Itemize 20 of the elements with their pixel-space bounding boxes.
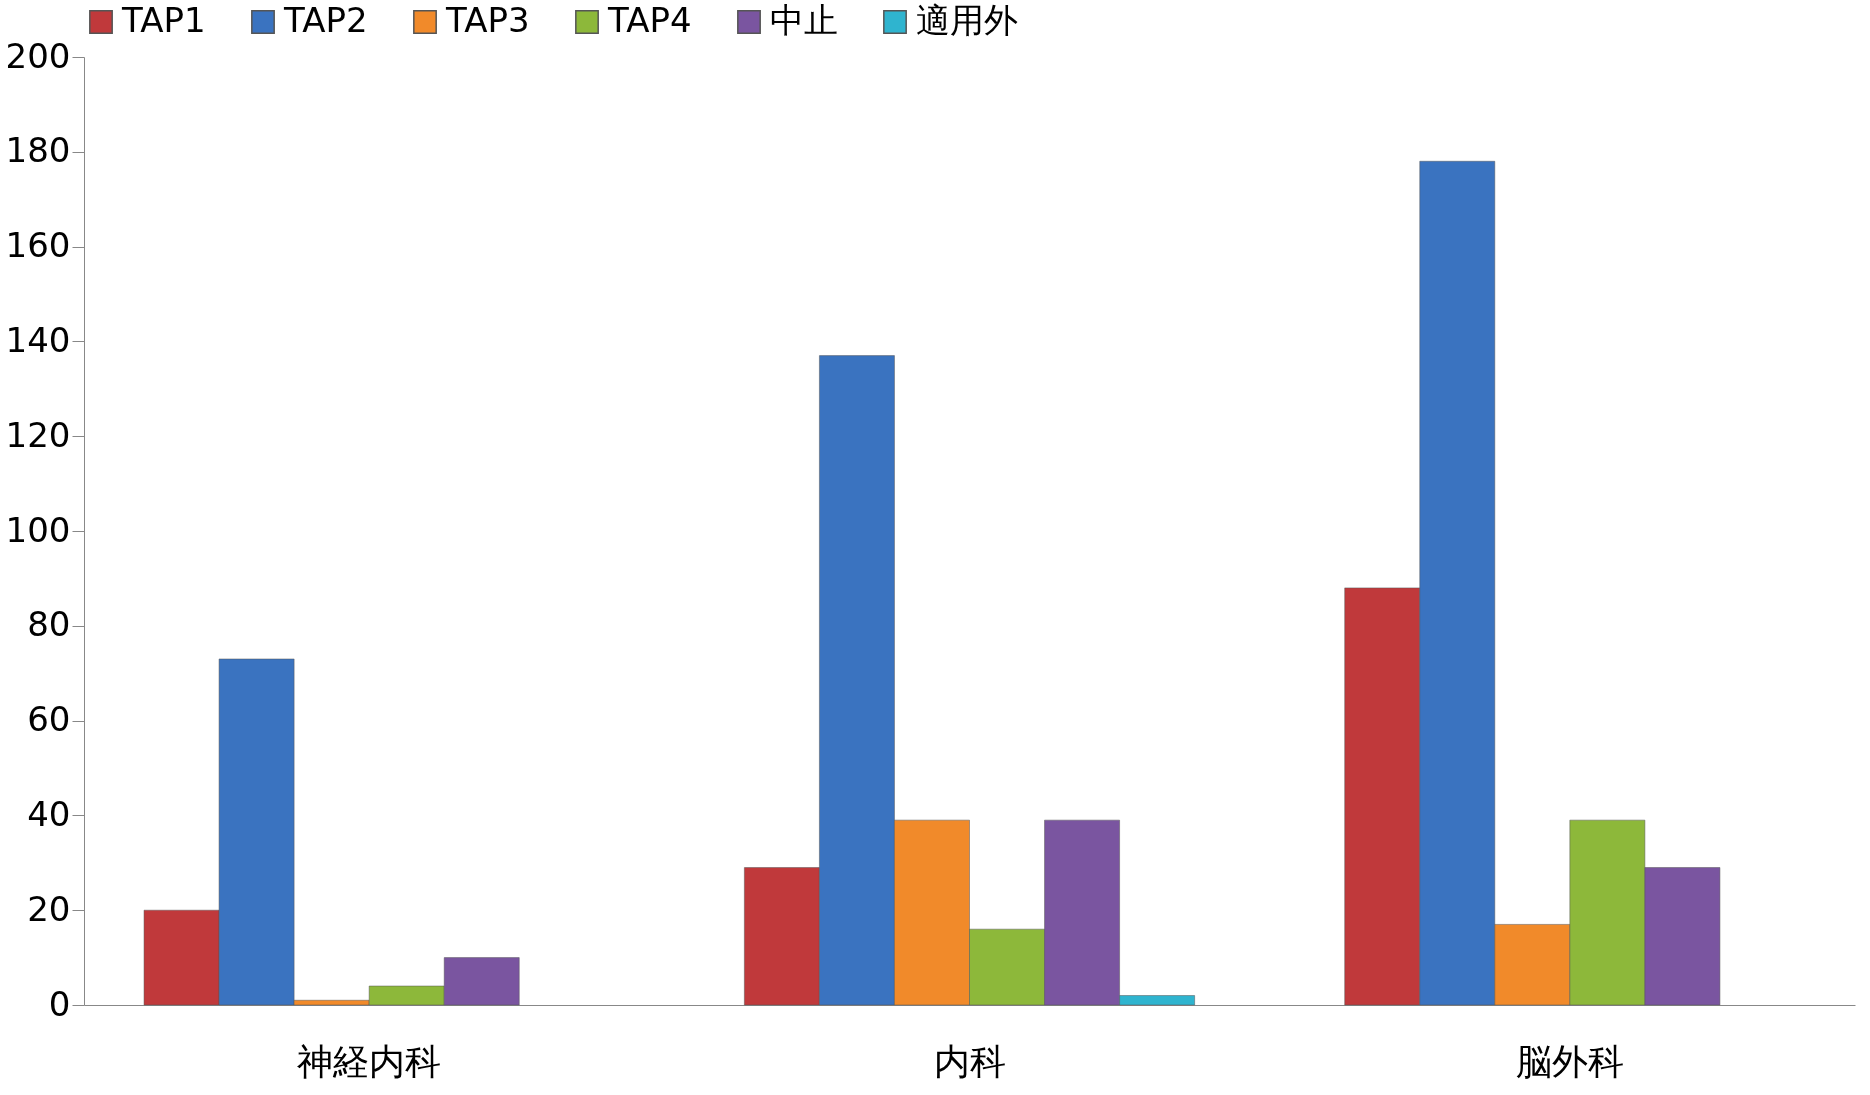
y-tick-label: 200 [5, 35, 71, 76]
x-tick-label: 内科 [933, 1040, 1006, 1082]
y-tick-label: 40 [27, 793, 71, 834]
x-tick-label: 脳外科 [1515, 1040, 1624, 1082]
y-tick-label: 80 [27, 604, 71, 645]
y-tick-label: 140 [5, 319, 71, 360]
y-tick-label: 160 [5, 225, 71, 266]
x-tick-label: 神経内科 [297, 1040, 442, 1082]
y-tick-label: 180 [5, 130, 71, 171]
legend-label: 中止 [770, 0, 838, 40]
y-tick-label: 60 [27, 699, 71, 740]
y-tick-label: 0 [48, 983, 71, 1024]
legend-label: TAP1 [121, 0, 206, 40]
legend-label: 適用外 [916, 0, 1018, 40]
legend-label: TAP4 [607, 0, 692, 40]
y-tick-label: 20 [27, 888, 71, 929]
legend-label: TAP3 [445, 0, 530, 40]
legend-label: TAP2 [283, 0, 368, 40]
y-tick-label: 100 [5, 509, 71, 550]
y-tick-label: 120 [5, 414, 71, 455]
